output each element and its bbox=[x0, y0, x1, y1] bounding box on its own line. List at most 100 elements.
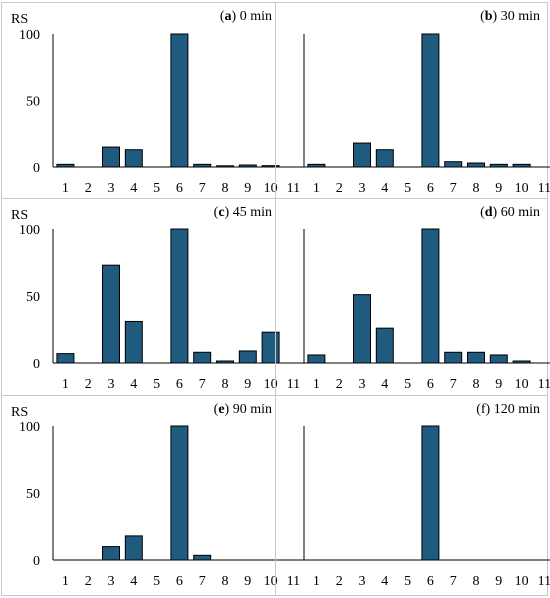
y-tick-label: 0 bbox=[33, 357, 40, 372]
x-tick-label: 7 bbox=[450, 574, 457, 589]
bar-6 bbox=[170, 33, 189, 168]
y-tick-label: 0 bbox=[33, 161, 40, 176]
bar-8 bbox=[216, 360, 234, 364]
bar-3 bbox=[102, 546, 120, 561]
x-tick-label: 8 bbox=[222, 574, 229, 589]
x-tick-label: 9 bbox=[244, 574, 251, 589]
x-tick-label: 3 bbox=[359, 377, 366, 392]
bar-6 bbox=[421, 228, 440, 364]
bar-6 bbox=[421, 425, 440, 561]
x-tick-label: 3 bbox=[108, 574, 115, 589]
x-tick-label: 5 bbox=[404, 574, 411, 589]
bar-8 bbox=[467, 351, 485, 364]
x-tick-label: 1 bbox=[62, 574, 69, 589]
x-tick-label: 5 bbox=[153, 377, 160, 392]
x-tick-label: 9 bbox=[244, 181, 251, 196]
y-tick-label: 100 bbox=[19, 28, 40, 43]
bar-9 bbox=[489, 354, 508, 364]
bar-8 bbox=[467, 162, 485, 168]
bar-7 bbox=[193, 554, 212, 561]
x-tick-label: 6 bbox=[427, 377, 434, 392]
panel-border bbox=[1, 395, 276, 596]
x-tick-label: 5 bbox=[404, 377, 411, 392]
x-tick-label: 8 bbox=[473, 181, 480, 196]
bar-7 bbox=[193, 163, 212, 168]
y-tick-label: 100 bbox=[19, 223, 40, 238]
panel-border bbox=[275, 2, 548, 199]
x-tick-label: 11 bbox=[287, 574, 300, 589]
x-tick-label: 1 bbox=[62, 181, 69, 196]
bar-3 bbox=[353, 294, 371, 364]
x-tick-label: 2 bbox=[85, 574, 92, 589]
chart-panel-d: (d) 60 min 1 2 3 4 5 6 7 8 9 10 11 bbox=[275, 198, 550, 396]
x-tick-label: 11 bbox=[538, 377, 550, 392]
bar-10 bbox=[512, 163, 531, 168]
x-tick-label: 3 bbox=[108, 181, 115, 196]
bar-6 bbox=[170, 228, 189, 364]
x-tick-label: 9 bbox=[495, 377, 502, 392]
x-tick-label: 3 bbox=[359, 181, 366, 196]
x-tick-label: 2 bbox=[85, 181, 92, 196]
x-tick-label: 7 bbox=[450, 181, 457, 196]
x-tick-label: 11 bbox=[538, 574, 550, 589]
x-tick-label: 4 bbox=[381, 377, 388, 392]
x-tick-label: 2 bbox=[336, 574, 343, 589]
x-tick-label: 11 bbox=[287, 377, 300, 392]
bar-7 bbox=[193, 351, 212, 364]
x-tick-label: 8 bbox=[473, 377, 480, 392]
x-tick-label: 10 bbox=[264, 574, 278, 589]
x-tick-label: 7 bbox=[199, 574, 206, 589]
bar-1 bbox=[307, 354, 326, 364]
bar-9 bbox=[238, 350, 257, 364]
bar-9 bbox=[238, 164, 257, 168]
panel-title: (e) 90 min bbox=[214, 402, 272, 417]
y-tick-label: 0 bbox=[33, 554, 40, 569]
x-tick-label: 1 bbox=[313, 377, 320, 392]
x-tick-label: 7 bbox=[199, 181, 206, 196]
y-tick-label: 50 bbox=[26, 487, 40, 502]
x-tick-label: 1 bbox=[62, 377, 69, 392]
x-tick-label: 1 bbox=[313, 181, 320, 196]
x-tick-label: 7 bbox=[450, 377, 457, 392]
bar-3 bbox=[102, 146, 120, 168]
panel-title: (f) 120 min bbox=[476, 402, 540, 417]
y-tick-label: 50 bbox=[26, 290, 40, 305]
x-tick-label: 3 bbox=[108, 377, 115, 392]
x-tick-label: 10 bbox=[515, 377, 529, 392]
bar-9 bbox=[489, 163, 508, 168]
x-tick-label: 6 bbox=[427, 574, 434, 589]
bar-1 bbox=[307, 163, 326, 168]
x-tick-label: 10 bbox=[515, 181, 529, 196]
bar-10 bbox=[512, 360, 531, 364]
x-tick-label: 10 bbox=[264, 377, 278, 392]
x-tick-label: 6 bbox=[176, 377, 183, 392]
bar-4 bbox=[124, 149, 143, 168]
panel-border bbox=[1, 2, 276, 199]
x-tick-label: 7 bbox=[199, 377, 206, 392]
bar-10 bbox=[261, 165, 280, 168]
x-tick-label: 4 bbox=[381, 574, 388, 589]
bar-1 bbox=[56, 163, 75, 168]
chart-panel-b: (b) 30 min 1 2 3 4 5 6 7 8 9 10 11 bbox=[275, 2, 550, 199]
x-tick-label: 11 bbox=[287, 181, 300, 196]
x-tick-label: 6 bbox=[427, 181, 434, 196]
x-tick-label: 5 bbox=[153, 181, 160, 196]
panel-title: (a) 0 min bbox=[220, 9, 272, 24]
panel-title: (d) 60 min bbox=[480, 205, 540, 220]
bar-3 bbox=[102, 264, 120, 364]
bar-7 bbox=[444, 351, 463, 364]
x-tick-label: 9 bbox=[495, 574, 502, 589]
bar-4 bbox=[124, 535, 143, 561]
x-tick-label: 2 bbox=[85, 377, 92, 392]
bar-7 bbox=[444, 161, 463, 168]
bar-6 bbox=[170, 425, 189, 561]
x-tick-label: 5 bbox=[153, 574, 160, 589]
x-tick-label: 6 bbox=[176, 181, 183, 196]
x-tick-label: 9 bbox=[495, 181, 502, 196]
x-tick-label: 1 bbox=[313, 574, 320, 589]
bar-3 bbox=[353, 142, 371, 168]
y-axis-label: RS bbox=[11, 405, 28, 420]
